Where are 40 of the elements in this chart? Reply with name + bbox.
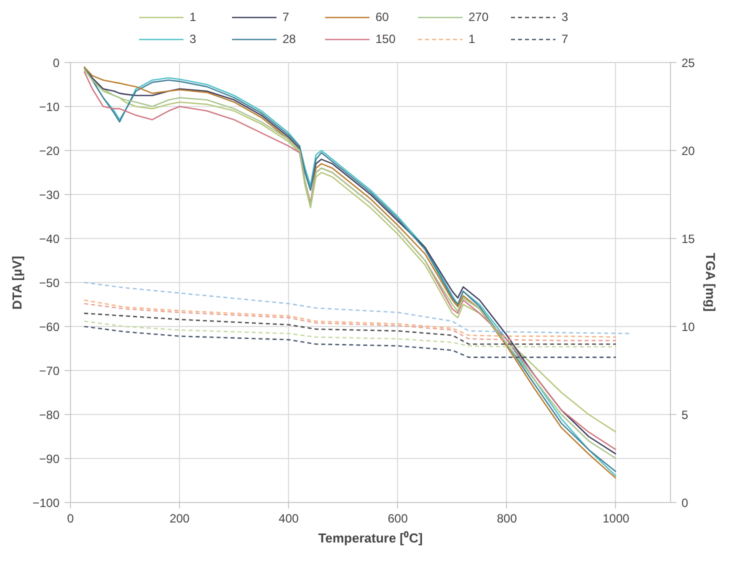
y-tick-label: 0 [52, 56, 60, 70]
y-tick-label: −10 [39, 100, 60, 114]
y2-tick-label: 25 [682, 56, 696, 70]
legend-label: 7 [282, 10, 290, 24]
legend-label: 3 [562, 10, 570, 24]
legend-label: 150 [376, 32, 397, 46]
x-tick-label: 400 [278, 512, 300, 526]
x-tick-label: 600 [388, 512, 408, 526]
line-series [83, 326, 617, 358]
y-tick-label: −100 [32, 496, 60, 510]
y2-axis-title: TGA [mg] [702, 252, 718, 312]
legend-label: 1 [468, 32, 476, 46]
y2-tick-label: 10 [682, 320, 696, 334]
y-tick-label: −60 [39, 320, 60, 334]
line-series [83, 320, 617, 348]
legend-label: 28 [282, 32, 297, 46]
legend-label: 7 [562, 32, 570, 46]
y-tick-label: −40 [39, 232, 60, 246]
y-axis-title: DTA [µV] [9, 256, 24, 310]
x-axis-title: Temperature [⁰C] [318, 530, 423, 546]
legend-label: 1 [190, 10, 198, 24]
y2-tick-label: 5 [682, 408, 688, 422]
line-series [83, 282, 633, 334]
x-tick-label: 800 [496, 512, 518, 526]
y-tick-label: −80 [39, 408, 60, 422]
line-series [83, 312, 617, 345]
y2-tick-label: 0 [682, 496, 688, 510]
x-tick-label: 0 [67, 512, 74, 526]
y-tick-label: −30 [39, 188, 60, 202]
y-tick-label: −70 [39, 364, 60, 378]
x-tick-label: 1000 [602, 512, 630, 526]
y2-tick-label: 15 [682, 232, 696, 246]
x-tick-label: 200 [170, 512, 190, 526]
y-tick-label: −50 [39, 276, 60, 290]
legend-label: 60 [376, 10, 390, 24]
y-tick-label: −20 [39, 144, 60, 158]
legend-label: 270 [468, 10, 490, 24]
legend-label: 3 [190, 32, 198, 46]
y2-tick-label: 20 [682, 144, 696, 158]
y-tick-label: −90 [39, 452, 60, 466]
